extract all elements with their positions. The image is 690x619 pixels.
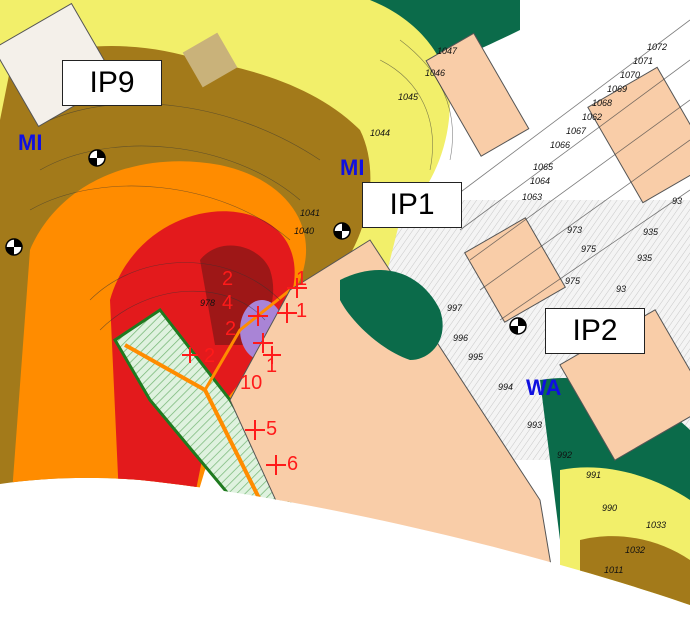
cad-label: 990 [602, 503, 618, 513]
cad-label: 973 [567, 225, 583, 235]
source-label-2c: 2 [204, 345, 216, 367]
cad-label: 1041 [300, 208, 321, 218]
source-label-1a: 1 [296, 300, 308, 322]
source-label-5: 5 [266, 418, 278, 440]
source-label-6: 6 [287, 453, 299, 475]
cad-label: 975 [565, 276, 581, 286]
cad-label: 1072 [647, 42, 668, 52]
cad-label: 1063 [522, 192, 543, 202]
building-top-right-1 [425, 32, 530, 157]
cad-label: 997 [447, 303, 463, 313]
cad-label: 1044 [370, 128, 391, 138]
measurement-symbol-left [5, 238, 23, 256]
cad-label: 1068 [592, 98, 613, 108]
green-zone-mid [340, 270, 443, 360]
building-mid-right [464, 217, 566, 323]
cad-label: 1040 [294, 226, 315, 236]
measurement-symbol-ip1 [333, 222, 351, 240]
cad-label: 1011 [604, 565, 624, 575]
cad-label: 1033 [646, 520, 667, 530]
grey-roof [182, 32, 238, 88]
ip2-label: IP2 [545, 308, 645, 354]
cad-label: 995 [468, 352, 484, 362]
cad-label: 1047 [437, 46, 458, 56]
cad-label: 996 [453, 333, 469, 343]
cad-label: 1045 [398, 92, 419, 102]
building-top-right-2 [587, 66, 690, 204]
cad-label: 975 [581, 244, 597, 254]
cad-label: 978 [200, 298, 216, 308]
source-label-1c: 1 [296, 268, 308, 290]
cad-label: 1064 [530, 176, 551, 186]
source-label-2b: 2 [225, 318, 237, 340]
cad-label: 1069 [607, 84, 628, 94]
measurement-symbol-ip2 [509, 317, 527, 335]
cad-label: 935 [637, 253, 653, 263]
cad-label: 93 [672, 196, 683, 206]
zone-label-mi-left: MI [18, 130, 43, 155]
zone-label-mi-center: MI [340, 155, 365, 180]
measurement-symbol-ip9 [88, 149, 106, 167]
zone-label-wa: WA [526, 375, 562, 400]
cad-label: 1071 [633, 56, 654, 66]
cad-label: 1046 [425, 68, 446, 78]
cad-label: 1062 [582, 112, 603, 122]
ip1-label: IP1 [362, 182, 462, 228]
cad-label: 1065 [533, 162, 554, 172]
source-label-2a: 2 [222, 268, 234, 290]
cad-label: 1067 [566, 126, 587, 136]
source-label-4: 4 [222, 292, 234, 314]
cad-label: 992 [557, 450, 573, 460]
cad-label: 991 [586, 470, 602, 480]
cad-label: 1070 [620, 70, 641, 80]
cad-label: 993 [527, 420, 543, 430]
cad-label: 994 [498, 382, 514, 392]
source-label-1b: 1 [266, 355, 278, 377]
cad-label: 935 [643, 227, 659, 237]
cad-label: 1032 [625, 545, 646, 555]
ip9-label: IP9 [62, 60, 162, 106]
cad-label: 93 [616, 284, 627, 294]
cad-label: 1066 [550, 140, 571, 150]
source-label-10: 10 [240, 372, 263, 394]
road-line-2 [203, 288, 291, 391]
